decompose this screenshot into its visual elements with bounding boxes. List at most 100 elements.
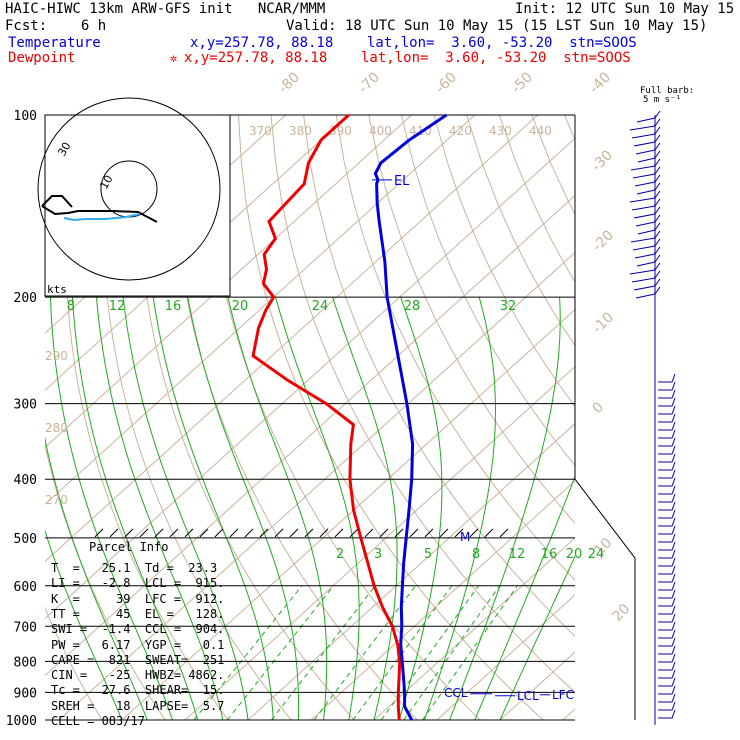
freezing-level-tick — [484, 528, 494, 538]
freezing-level-tick — [109, 528, 119, 538]
wind-barb — [637, 222, 661, 235]
isotherm-line — [373, 537, 575, 720]
wind-barb — [658, 709, 676, 719]
wind-barb — [631, 270, 661, 283]
wind-barb — [658, 661, 676, 671]
mixing-ratio-label: 20 — [566, 547, 583, 562]
temperature-info: x,y=257.78, 88.18 lat,lon= 3.60, -53.20 … — [190, 35, 637, 51]
freezing-level-tick — [229, 528, 239, 538]
freezing-level-tick — [124, 528, 134, 538]
wind-barb — [632, 238, 661, 251]
dry-adiabat — [564, 115, 575, 141]
dry-adiabat-label: 270 — [45, 493, 68, 507]
plot-border — [574, 478, 636, 720]
mixing-ratio-line — [313, 585, 416, 720]
temperature-profile — [373, 113, 448, 721]
dry-adiabat-label: 290 — [45, 349, 68, 363]
wind-barb — [633, 134, 661, 147]
isotherm-label: -40 — [587, 69, 614, 96]
isotherm-line — [310, 480, 575, 720]
dry-adiabat — [728, 115, 740, 720]
dry-adiabat-label: 370 — [249, 124, 272, 138]
wind-barb — [632, 166, 661, 179]
dry-adiabat-label: 280 — [45, 421, 68, 435]
pressure-tick-label: 600 — [14, 580, 37, 595]
wind-barb — [634, 246, 661, 259]
mixing-ratio-label: 12 — [509, 547, 526, 562]
mixing-ratio-line — [422, 585, 518, 720]
isotherm-label: -10 — [590, 309, 617, 336]
wind-barb — [630, 230, 661, 243]
parcel-info-row: PW = 6.17 YGP = 0.1 — [51, 637, 225, 652]
isotherm-line — [45, 115, 413, 448]
header-title: HAIC-HIWC 13km ARW-GFS init NCAR/MMM — [5, 1, 326, 17]
dry-adiabat — [137, 115, 355, 720]
moist-adiabat-label: 8 — [67, 299, 75, 314]
wind-barb — [658, 469, 676, 479]
wind-barb — [631, 126, 661, 139]
dewpoint-info: x,y=257.78, 88.18 lat,lon= 3.60, -53.20 … — [184, 50, 631, 66]
parcel-info-row: T = 25.1 Td = 23.3 — [51, 561, 218, 575]
wind-barb — [658, 629, 676, 639]
wind-barb — [658, 509, 676, 519]
freezing-level-tick — [349, 528, 359, 538]
parcel-info-row: SWI = -1.4 CCL = 904. — [51, 622, 225, 637]
dry-adiabat — [368, 115, 575, 524]
hodograph-ring-label: 10 — [97, 173, 115, 192]
dry-adiabat — [237, 115, 544, 720]
wind-barb — [658, 533, 676, 543]
dry-adiabat — [433, 115, 575, 408]
wind-barb — [658, 613, 676, 623]
wind-barb — [635, 214, 661, 227]
wind-barb — [637, 150, 661, 163]
freezing-level-tick — [94, 528, 104, 538]
wind-barb — [658, 437, 676, 447]
freezing-level-tick — [304, 528, 314, 538]
wind-barb — [658, 429, 676, 439]
header-fcst: Fcst: 6 h — [5, 18, 107, 34]
dry-adiabat — [630, 115, 740, 720]
dry-adiabat-label: 400 — [369, 124, 392, 138]
isotherm-label: 20 — [610, 601, 634, 625]
wind-barb — [658, 701, 676, 711]
wind-barb — [658, 653, 676, 663]
freezing-level-tick — [409, 528, 419, 538]
parcel-info-row: LI = -2.8 LCL = 915. — [51, 576, 225, 591]
hodograph-ring-label: 30 — [55, 140, 73, 159]
isotherm-line — [562, 708, 575, 720]
moist-adiabat — [474, 475, 575, 720]
mixing-ratio-line — [226, 585, 334, 720]
moist-adiabat-label: 24 — [312, 299, 329, 314]
hodograph-frame — [44, 114, 231, 297]
wind-barb — [635, 286, 661, 299]
mixing-ratio-line — [271, 585, 376, 720]
isotherm-line — [247, 423, 575, 720]
dry-adiabat-label: 380 — [289, 124, 312, 138]
wind-barb — [658, 493, 676, 503]
wind-barb — [636, 110, 661, 123]
wind-barb — [658, 581, 676, 591]
hodograph-trace — [41, 205, 158, 223]
wind-barb — [629, 190, 661, 203]
wind-barb — [658, 445, 676, 455]
header-valid: Valid: 18 UTC Sun 10 May 15 (15 LST Sun … — [286, 18, 708, 34]
freezing-level-tick — [154, 528, 164, 538]
isotherm-label: -60 — [433, 69, 460, 96]
isotherm-line — [184, 365, 575, 720]
freezing-level-tick — [169, 528, 179, 538]
lcl-marker-label: LCL — [517, 689, 539, 703]
wind-barb — [658, 693, 676, 703]
isotherm-line — [45, 115, 539, 563]
moist-adiabat — [449, 297, 561, 720]
freezing-level-tick — [439, 528, 449, 538]
parcel-info-row: TT = 45 EL = 128. — [51, 606, 225, 621]
dry-adiabat-label: 430 — [489, 124, 512, 138]
moist-adiabat-label: 32 — [500, 299, 517, 314]
wind-barb — [658, 557, 676, 567]
wind-barb — [658, 381, 676, 391]
wind-barb — [658, 517, 676, 527]
wind-barb — [636, 182, 661, 195]
wind-barb — [658, 485, 676, 495]
dry-adiabat — [303, 115, 575, 638]
isotherm-label: -80 — [276, 69, 303, 96]
